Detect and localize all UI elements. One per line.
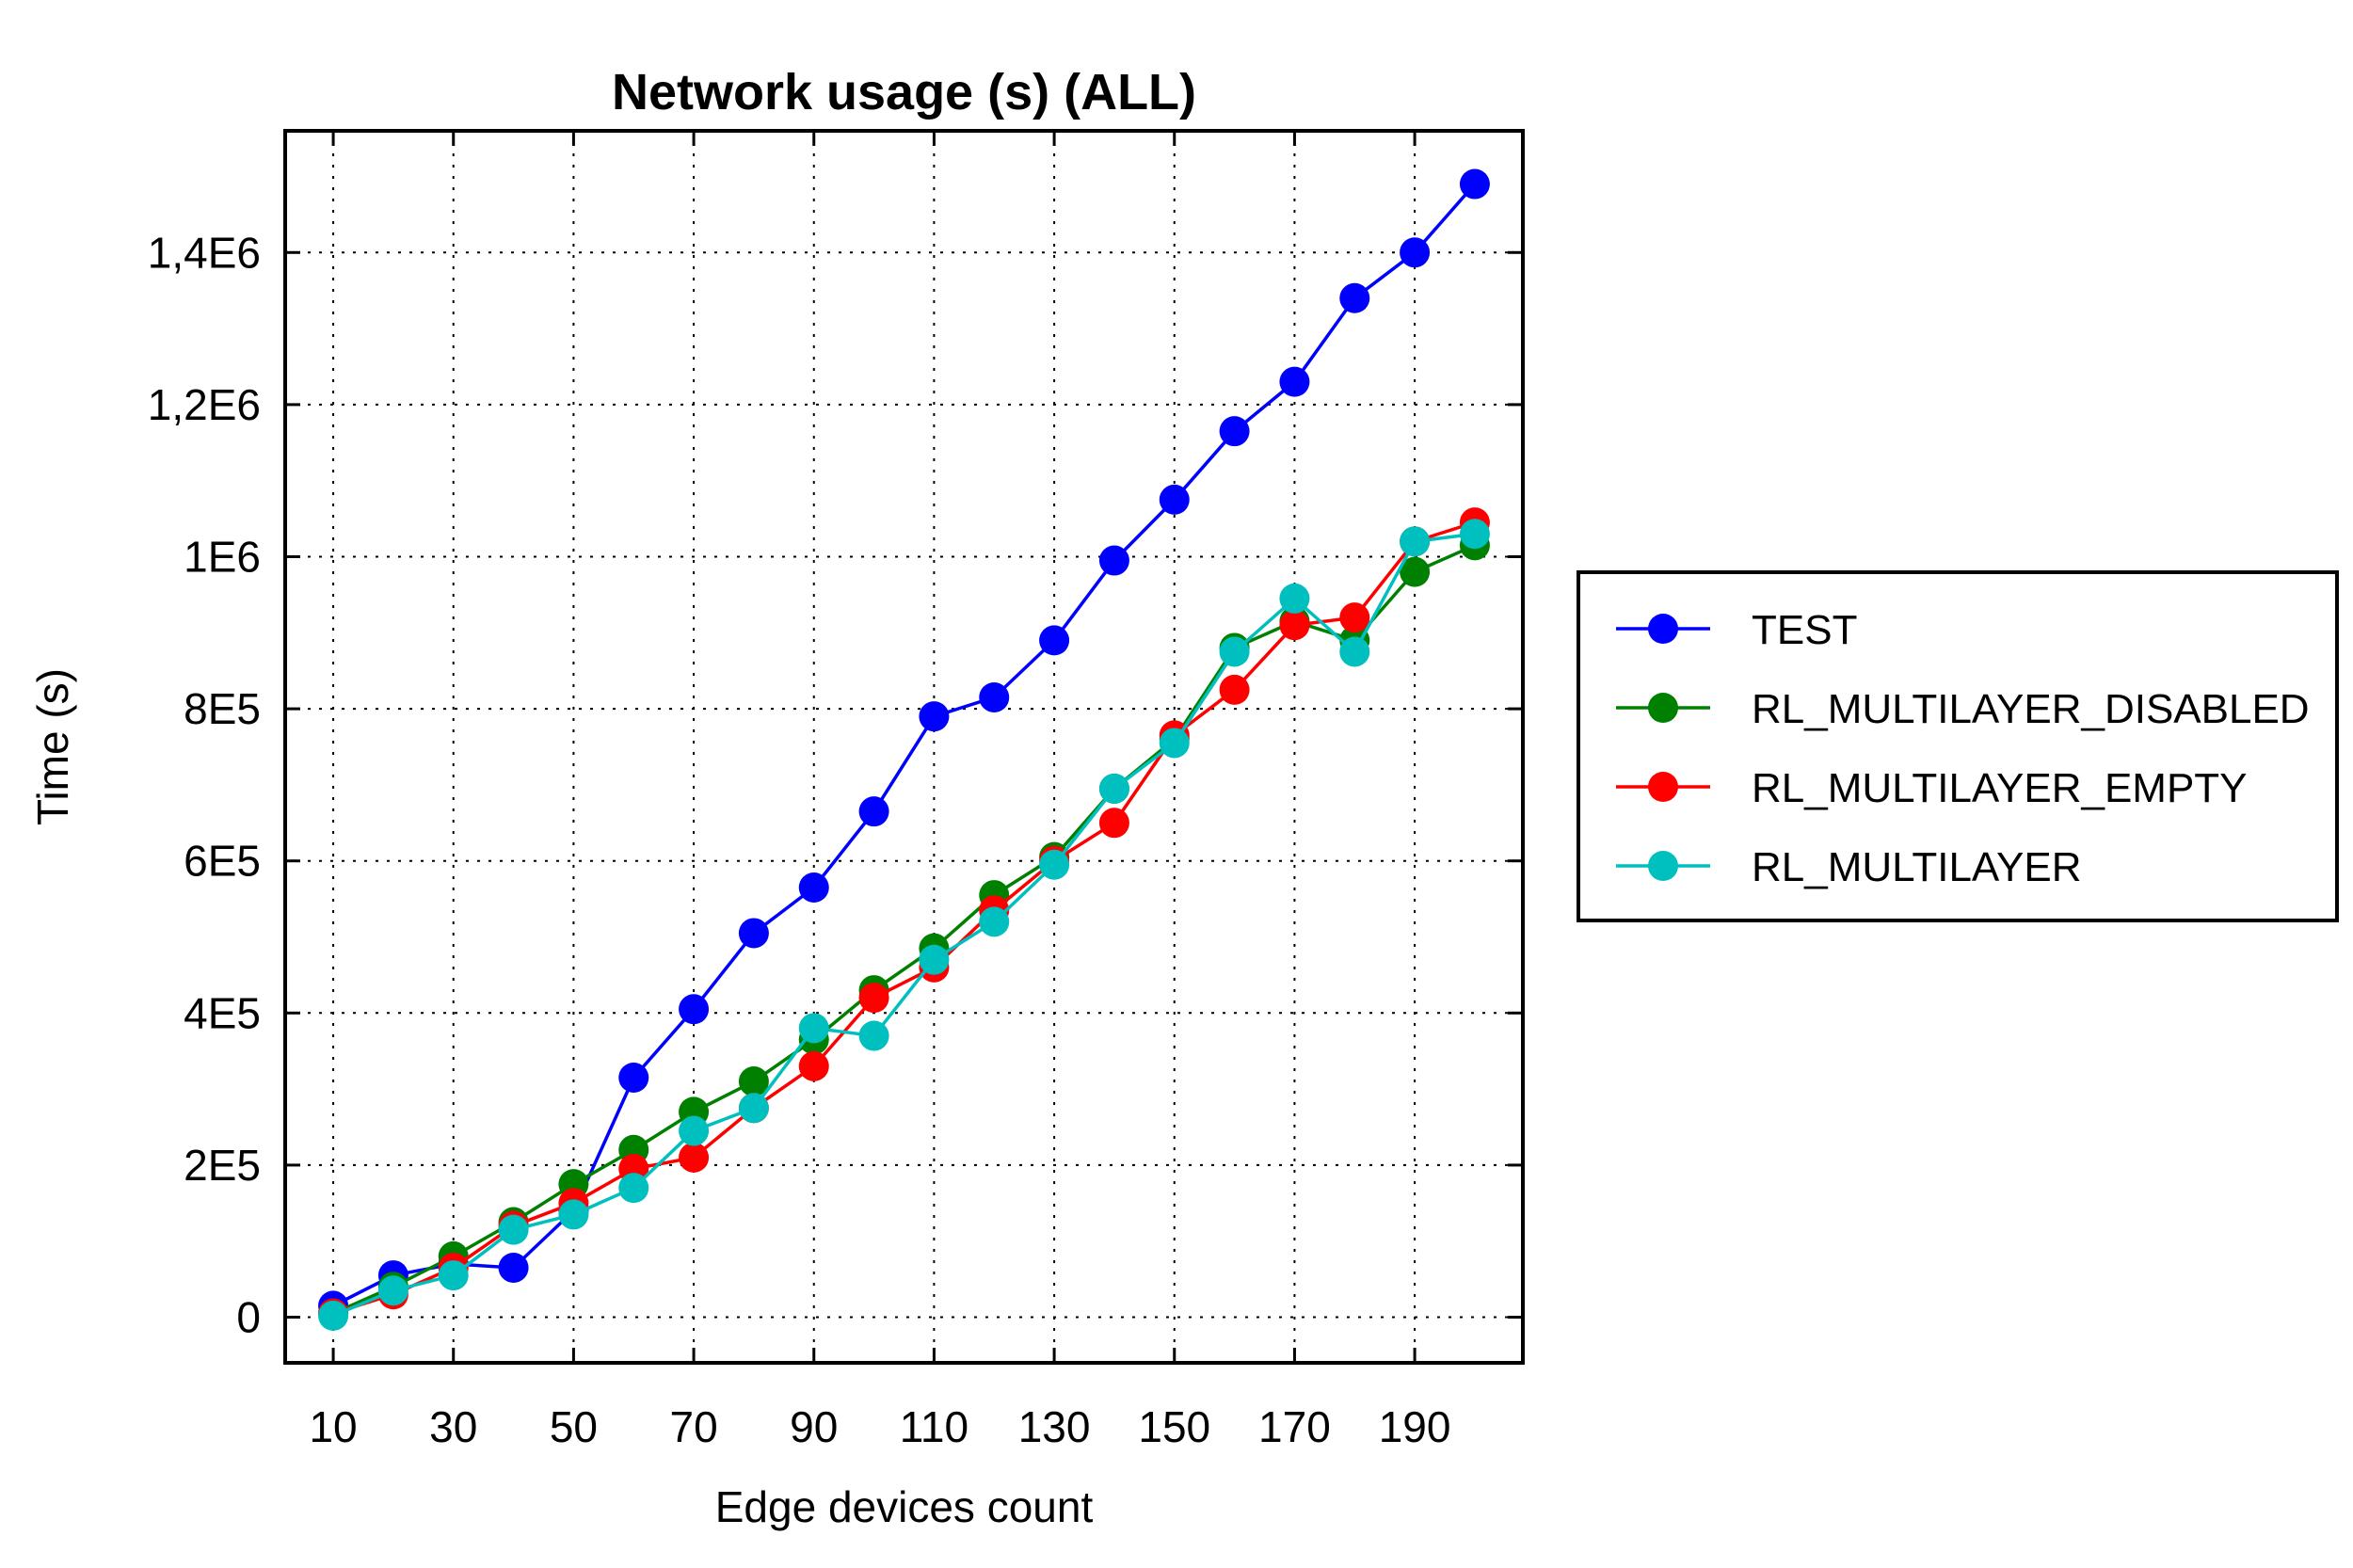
data-point [1219, 674, 1250, 705]
legend-label: RL_MULTILAYER [1752, 844, 2081, 890]
series-layer [318, 168, 1490, 1331]
data-point [858, 796, 889, 827]
data-point [738, 918, 769, 949]
data-point [1400, 237, 1431, 268]
series-line [332, 183, 1477, 1307]
data-point [919, 701, 950, 732]
legend: TEST RL_MULTILAYER_DISABLED RL_MULTILAYER_… [1577, 570, 2339, 922]
x-tick-label: 30 [429, 1402, 477, 1451]
legend-item: RL_MULTILAYER_DISABLED [1616, 686, 2310, 732]
data-point [1159, 728, 1190, 759]
data-point [1279, 583, 1310, 614]
data-point [979, 906, 1010, 937]
x-tick-label: 10 [309, 1402, 357, 1451]
x-tick-label: 150 [1138, 1402, 1210, 1451]
data-point [438, 1260, 469, 1291]
legend-item: TEST [1616, 607, 1857, 653]
data-point [1339, 602, 1370, 633]
series-line [332, 543, 1476, 1316]
data-point [377, 1275, 408, 1306]
series-line [332, 532, 1476, 1318]
data-point [738, 1093, 769, 1124]
legend-label: RL_MULTILAYER_DISABLED [1752, 686, 2310, 732]
data-point [738, 1066, 769, 1097]
data-point [618, 1062, 649, 1093]
data-point [1459, 519, 1490, 550]
x-tick-label: 130 [1018, 1402, 1091, 1451]
data-point [1339, 636, 1370, 667]
y-tick-label: 2E5 [184, 1141, 261, 1190]
legend-item: RL_MULTILAYER_EMPTY [1616, 765, 2248, 811]
data-point [1459, 168, 1490, 200]
data-point [1039, 849, 1070, 880]
data-point [498, 1214, 529, 1245]
y-tick-label: 4E5 [184, 988, 261, 1037]
axis-ticks: 0 2E5 4E5 6E5 8E5 1E6 1,2E6 1,4E6 10 30 50 70 90 110 1… [148, 131, 1523, 1451]
legend-label: TEST [1752, 607, 1857, 653]
data-point [1279, 610, 1310, 641]
data-point [1400, 526, 1431, 557]
legend-item: RL_MULTILAYER [1616, 844, 2081, 890]
data-point [558, 1199, 589, 1230]
legend-swatch-marker [1648, 851, 1678, 881]
x-tick-label: 50 [550, 1402, 598, 1451]
data-point [679, 1115, 710, 1146]
series-test [318, 168, 1490, 1321]
gridlines [285, 131, 1523, 1363]
data-point [798, 1013, 829, 1044]
x-tick-label: 170 [1258, 1402, 1331, 1451]
data-point [679, 1142, 710, 1173]
y-tick-label: 1,4E6 [148, 228, 261, 277]
data-point [318, 1300, 349, 1331]
data-point [618, 1173, 649, 1204]
data-point [679, 994, 710, 1025]
series-rl-multilayer-disabled [318, 530, 1490, 1329]
data-point [858, 983, 889, 1014]
y-axis-label: Time (s) [28, 668, 77, 825]
data-point [1098, 545, 1129, 576]
data-point [1219, 636, 1250, 667]
data-point [1039, 625, 1070, 656]
data-point [1279, 366, 1310, 397]
x-tick-label: 110 [900, 1402, 968, 1451]
x-axis-label: Edge devices count [715, 1482, 1094, 1531]
data-point [498, 1252, 529, 1283]
data-point [798, 872, 829, 903]
plot-frame [283, 129, 1525, 1365]
y-tick-label: 8E5 [184, 684, 261, 733]
x-tick-label: 190 [1379, 1402, 1451, 1451]
legend-label: RL_MULTILAYER_EMPTY [1752, 765, 2248, 811]
data-point [1400, 556, 1431, 587]
series-line [332, 520, 1476, 1316]
data-point [979, 681, 1010, 712]
x-tick-label: 90 [790, 1402, 838, 1451]
y-tick-label: 1E6 [184, 532, 261, 581]
data-point [1098, 773, 1129, 804]
legend-swatch-marker [1648, 693, 1678, 723]
data-point [1098, 808, 1129, 839]
data-point [1339, 282, 1370, 313]
y-tick-label: 6E5 [184, 837, 261, 886]
chart-title: Network usage (s) (ALL) [612, 64, 1196, 120]
x-tick-label: 70 [669, 1402, 717, 1451]
data-point [1159, 484, 1190, 515]
y-tick-label: 0 [236, 1293, 261, 1342]
legend-swatch-marker [1648, 614, 1678, 644]
y-tick-label: 1,2E6 [148, 380, 261, 429]
data-point [1219, 416, 1250, 447]
legend-swatch-marker [1648, 772, 1678, 802]
series-rl-multilayer-empty [318, 507, 1490, 1329]
data-point [798, 1050, 829, 1081]
data-point [858, 1020, 889, 1051]
series-rl-multilayer [318, 519, 1490, 1331]
data-point [919, 944, 950, 975]
